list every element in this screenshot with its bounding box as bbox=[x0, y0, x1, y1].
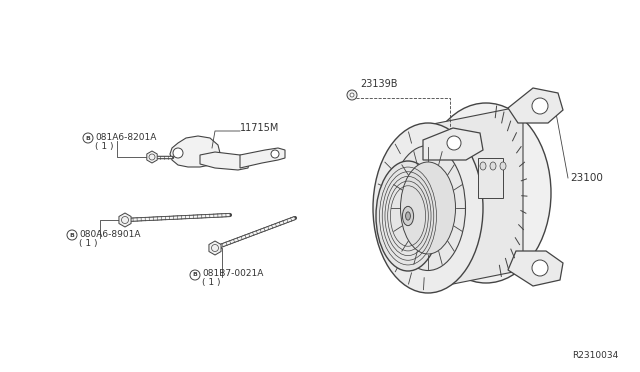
Text: 23139B: 23139B bbox=[360, 79, 397, 89]
Text: 081B7-0021A: 081B7-0021A bbox=[202, 269, 264, 279]
Ellipse shape bbox=[373, 123, 483, 293]
Ellipse shape bbox=[490, 162, 496, 170]
Ellipse shape bbox=[421, 103, 551, 283]
Circle shape bbox=[347, 90, 357, 100]
Circle shape bbox=[173, 148, 183, 158]
Ellipse shape bbox=[376, 161, 440, 271]
Polygon shape bbox=[170, 136, 220, 167]
Text: 080A6-8901A: 080A6-8901A bbox=[79, 230, 141, 238]
Ellipse shape bbox=[390, 145, 465, 270]
Polygon shape bbox=[152, 156, 172, 158]
Polygon shape bbox=[125, 214, 230, 221]
Text: ( 1 ): ( 1 ) bbox=[202, 279, 221, 288]
Polygon shape bbox=[214, 217, 296, 249]
Polygon shape bbox=[209, 241, 221, 255]
Polygon shape bbox=[423, 128, 483, 160]
Circle shape bbox=[350, 93, 354, 97]
Text: ( 1 ): ( 1 ) bbox=[79, 238, 97, 247]
Circle shape bbox=[447, 136, 461, 150]
Polygon shape bbox=[423, 106, 523, 290]
Polygon shape bbox=[119, 213, 131, 227]
Ellipse shape bbox=[403, 206, 413, 226]
Ellipse shape bbox=[406, 212, 410, 220]
Polygon shape bbox=[508, 88, 563, 123]
Polygon shape bbox=[200, 152, 250, 170]
Text: 23100: 23100 bbox=[570, 173, 603, 183]
Text: B: B bbox=[193, 273, 197, 278]
Text: 081A6-8201A: 081A6-8201A bbox=[95, 132, 156, 141]
Ellipse shape bbox=[480, 162, 486, 170]
Text: ( 1 ): ( 1 ) bbox=[95, 141, 113, 151]
Ellipse shape bbox=[401, 162, 456, 254]
Polygon shape bbox=[240, 148, 285, 168]
Text: B: B bbox=[86, 135, 90, 141]
Polygon shape bbox=[508, 251, 563, 286]
Text: R2310034: R2310034 bbox=[572, 350, 618, 359]
Text: B: B bbox=[70, 232, 74, 237]
Polygon shape bbox=[478, 158, 503, 198]
Circle shape bbox=[271, 150, 279, 158]
Ellipse shape bbox=[500, 162, 506, 170]
Circle shape bbox=[532, 260, 548, 276]
Circle shape bbox=[532, 98, 548, 114]
Polygon shape bbox=[147, 151, 157, 163]
Text: 11715M: 11715M bbox=[240, 123, 280, 133]
